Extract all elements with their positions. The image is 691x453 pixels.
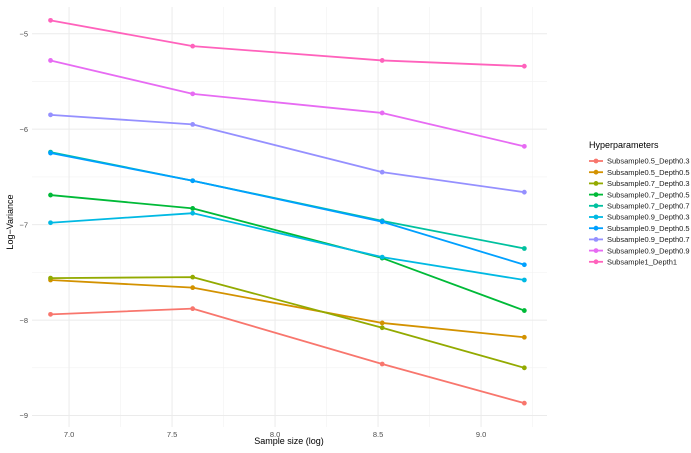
x-axis-title: Sample size (log) (254, 436, 324, 446)
data-point (521, 262, 527, 268)
data-point (190, 91, 196, 97)
minor-gridlines (32, 7, 547, 427)
data-point (48, 17, 53, 23)
y-tick-label: −6 (19, 125, 28, 134)
legend-key-point (593, 158, 599, 164)
data-point (48, 192, 53, 198)
series-line (50, 276, 525, 369)
data-point (521, 63, 527, 69)
data-point (379, 58, 385, 63)
legend-label: Subsample1_Depth1 (607, 258, 677, 267)
data-point (48, 311, 53, 317)
legend-key-point (593, 192, 599, 198)
legend-item: Subsample0.7_Depth0.7 (589, 202, 690, 211)
legend-items: Subsample0.5_Depth0.3 Subsample0.5_Depth0… (589, 157, 690, 267)
series-line (50, 307, 525, 405)
x-tick-label: 7.5 (167, 430, 177, 439)
data-point (379, 254, 385, 260)
data-point (521, 400, 527, 406)
series-points (48, 17, 527, 406)
data-point (190, 306, 196, 312)
data-point (521, 308, 527, 313)
legend-item: Subsample0.9_Depth0.3 (589, 213, 690, 222)
data-point (48, 275, 53, 281)
data-point (379, 320, 385, 326)
legend-label: Subsample0.9_Depth0.7 (607, 235, 690, 244)
data-point (190, 206, 196, 211)
legend-label: Subsample0.9_Depth0.3 (607, 213, 690, 222)
series-lines (50, 19, 525, 405)
legend-key-point (593, 169, 599, 175)
y-axis-tick-labels: −5 −6 −7 −8 −9 (19, 29, 28, 420)
data-point (190, 122, 196, 127)
y-axis-title: Log−Variance (5, 194, 15, 249)
legend-item: Subsample1_Depth1 (589, 258, 677, 267)
x-axis-tick-labels: 7.0 7.5 8.0 8.5 9.0 (64, 430, 486, 439)
legend-key-point (593, 248, 599, 254)
data-point (379, 361, 385, 367)
legend-key-point (593, 225, 599, 231)
legend-key-point (593, 214, 599, 220)
data-point (379, 169, 385, 175)
data-point (521, 334, 527, 340)
x-tick-label: 7.0 (64, 430, 74, 439)
data-point (48, 220, 53, 226)
legend: Hyperparameters Subsample0.5_Depth0.3Sub… (589, 140, 690, 267)
legend-label: Subsample0.7_Depth0.7 (607, 202, 690, 211)
series-line (50, 152, 525, 266)
data-point (521, 277, 527, 283)
x-tick-label: 8.5 (373, 430, 383, 439)
series-line (50, 59, 525, 148)
x-tick-label: 9.0 (476, 430, 486, 439)
data-point (379, 219, 385, 225)
legend-item: Subsample0.7_Depth0.5 (589, 190, 690, 199)
data-point (48, 150, 53, 156)
data-point (379, 325, 385, 331)
series-line (50, 212, 525, 281)
legend-key-point (593, 181, 599, 186)
data-point (521, 189, 527, 195)
series-line (50, 279, 525, 339)
data-point (379, 110, 385, 116)
data-point (48, 58, 53, 63)
legend-label: Subsample0.9_Depth0.9 (607, 246, 690, 255)
data-point (190, 43, 196, 49)
data-point (521, 365, 527, 371)
data-point (521, 246, 527, 251)
y-tick-label: −7 (19, 220, 28, 229)
series-line (50, 113, 525, 194)
legend-label: Subsample0.5_Depth0.5 (607, 168, 690, 177)
series-line (50, 19, 525, 68)
legend-title: Hyperparameters (589, 140, 659, 150)
data-point (190, 210, 196, 216)
data-point (48, 112, 53, 118)
legend-item: Subsample0.5_Depth0.3 (589, 157, 690, 166)
legend-item: Subsample0.7_Depth0.3 (589, 179, 690, 188)
legend-key-point (593, 203, 599, 209)
legend-item: Subsample0.9_Depth0.9 (589, 246, 690, 255)
data-point (190, 178, 196, 184)
y-tick-label: −5 (19, 29, 28, 38)
data-point (190, 274, 196, 280)
legend-item: Subsample0.9_Depth0.5 (589, 224, 690, 233)
legend-item: Subsample0.9_Depth0.7 (589, 235, 690, 244)
x-tick-label: 8.0 (270, 430, 280, 439)
legend-label: Subsample0.5_Depth0.3 (607, 157, 690, 166)
legend-key-point (593, 259, 599, 265)
legend-label: Subsample0.9_Depth0.5 (607, 224, 690, 233)
data-point (190, 285, 196, 291)
data-point (521, 143, 527, 149)
y-tick-label: −8 (19, 316, 28, 325)
legend-key-point (593, 237, 599, 242)
legend-item: Subsample0.5_Depth0.5 (589, 168, 690, 177)
legend-label: Subsample0.7_Depth0.5 (607, 190, 690, 199)
y-tick-label: −9 (19, 411, 28, 420)
legend-label: Subsample0.7_Depth0.3 (607, 179, 690, 188)
major-gridlines (32, 7, 547, 427)
series-line (50, 194, 525, 312)
